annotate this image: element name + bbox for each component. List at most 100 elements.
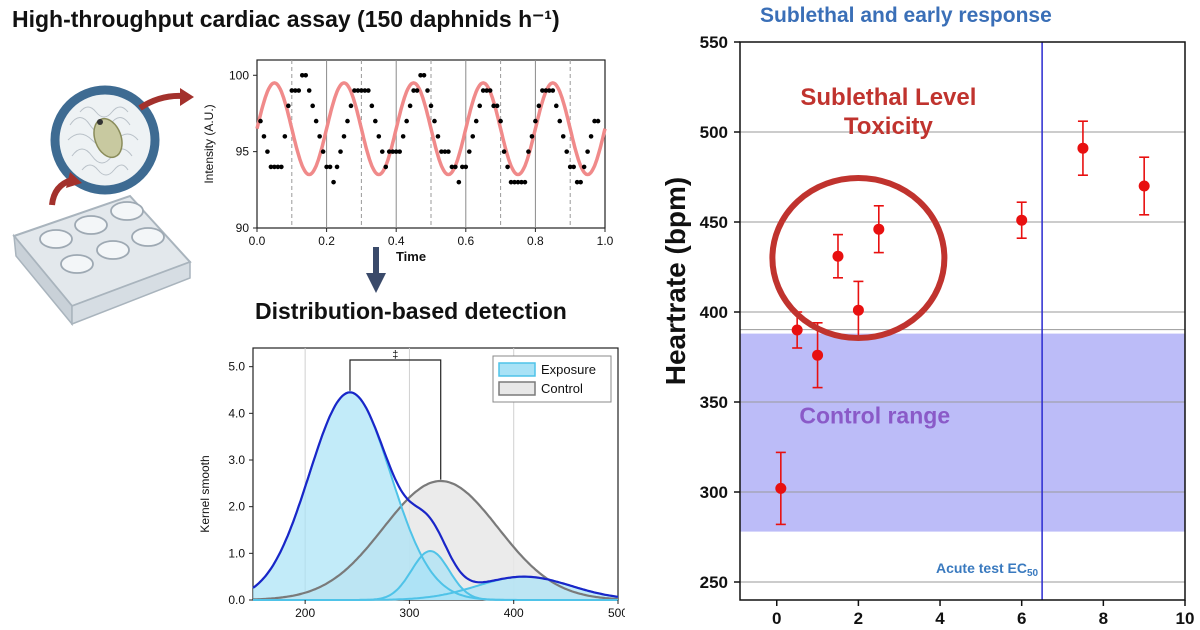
data-point [557,118,563,124]
data-point [411,88,416,93]
sublethal-label-line2: Toxicity [844,113,934,140]
x-tick-label: 400 [504,606,524,620]
data-point [571,164,576,170]
data-point [543,88,549,93]
data-point [317,134,322,139]
y-tick-label: 400 [700,303,728,322]
x-tick-label: 10 [1176,609,1195,628]
x-tick-label: 0.0 [249,234,266,248]
data-point [397,149,402,154]
down-arrow-icon [366,247,386,293]
data-point [581,164,587,170]
control-area [253,481,618,600]
data-point [338,149,343,154]
y-tick-label: 0.0 [228,593,245,607]
data-point [279,164,284,170]
data-point [421,72,427,78]
y-tick-label: 1.0 [228,546,245,560]
y-tick-label: 350 [700,393,728,412]
plot-frame [739,41,1186,601]
data-point [1138,180,1150,192]
data-point [393,149,399,154]
illustration [12,85,194,327]
data-point [272,164,277,170]
data-point [400,134,406,139]
y-tick-label: 500 [700,123,728,142]
data-point [519,179,524,185]
x-tick-label: 300 [399,606,419,620]
data-point [425,88,430,93]
data-point [310,103,315,109]
x-tick-label: 0.6 [457,234,474,248]
data-point [334,164,340,170]
data-point [470,134,476,139]
data-point [832,250,844,262]
data-point [1077,142,1089,154]
y-tick-label: 90 [236,221,250,235]
data-point [313,118,319,124]
data-point [505,164,510,170]
data-point [341,134,347,139]
data-point [501,149,507,154]
data-point [320,149,326,154]
legend-label-exposure: Exposure [541,362,596,377]
data-point [258,118,263,124]
sublethal-label-line1: Sublethal Level [800,84,976,111]
y-tick-label: 300 [700,483,728,502]
data-point [522,179,528,185]
data-point [268,164,274,170]
x-tick-label: 6 [1017,609,1026,628]
control-range-band [740,333,1185,532]
ec50-label: Acute test EC50 [936,560,1039,579]
data-point [366,88,371,93]
data-point [265,149,270,154]
data-point [775,482,787,494]
y-tick-label: 250 [700,573,728,592]
data-point [386,149,392,154]
data-point [460,164,465,170]
data-point [369,103,375,109]
data-point [383,164,389,170]
data-point [487,88,493,93]
significance-mark: ‡ [392,349,398,361]
data-point [275,164,281,170]
data-point [533,118,538,124]
x-tick-label: 8 [1099,609,1108,628]
y-tick-label: 2.0 [228,500,245,514]
y-axis-label: Intensity (A.U.) [202,104,216,183]
exposure-total-line [252,391,619,598]
exposure-component-area [253,576,618,600]
data-point [564,149,570,154]
data-point [550,88,556,93]
data-point [453,164,458,170]
data-point [595,118,601,124]
data-point [529,134,535,139]
data-point [873,223,885,235]
data-point [362,88,368,93]
y-tick-label: 4.0 [228,406,245,420]
data-point [456,179,462,185]
data-point [477,103,483,109]
x-tick-label: 4 [935,609,945,628]
y-axis-label: Kernel smooth [198,455,212,532]
control-range-label: Control range [799,403,950,429]
detection-title: Distribution-based detection [255,298,567,324]
y-tick-label: 95 [236,145,250,159]
data-point [852,304,864,316]
data-point [331,179,336,185]
data-point [306,88,312,93]
data-point [379,149,385,154]
data-point [418,72,423,78]
y-tick-label: 5.0 [228,360,245,374]
data-point [578,179,583,185]
data-point [491,103,496,109]
data-point [432,118,437,124]
data-point [473,118,479,124]
data-point [345,118,350,124]
data-point [585,149,590,154]
data-point [289,88,295,93]
data-point [567,164,573,170]
intensity-chart: 0.0 0.2 0.4 0.6 0.8 1.0 90 95 100 Time Intensity (… [202,59,614,264]
data-point [480,88,486,93]
